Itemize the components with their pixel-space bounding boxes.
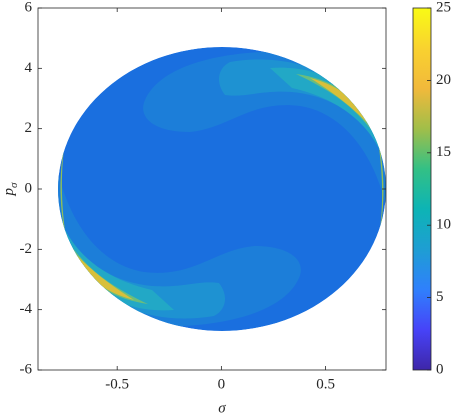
y-tick-label: 4: [25, 60, 33, 76]
colorbar: [412, 7, 432, 371]
y-tick-label: 6: [25, 0, 33, 15]
colorbar-tick-label: 25: [436, 0, 451, 15]
y-tick-label: -6: [20, 361, 33, 377]
contour-field: [58, 47, 386, 331]
y-tick-label: -4: [20, 301, 33, 317]
x-tick-label: -0.5: [105, 376, 129, 392]
y-label-subscript: σ: [8, 182, 20, 188]
colorbar-tick-label: 5: [436, 289, 444, 305]
y-tick-label: 2: [25, 120, 33, 136]
x-axis-label: σ: [218, 400, 226, 416]
colorbar-tick-label: 20: [436, 72, 451, 88]
colorbar-tick-label: 0: [436, 361, 444, 377]
x-tick-label: 0: [218, 376, 226, 392]
y-axis-label: pσ: [1, 182, 19, 197]
x-tick-label: 0.5: [316, 376, 335, 392]
y-tick-label: -2: [20, 241, 33, 257]
colorbar-tick-label: 15: [436, 144, 451, 160]
colorbar-tick-label: 10: [436, 217, 451, 233]
y-tick-label: 0: [25, 180, 33, 196]
y-label-base: p: [1, 187, 17, 196]
